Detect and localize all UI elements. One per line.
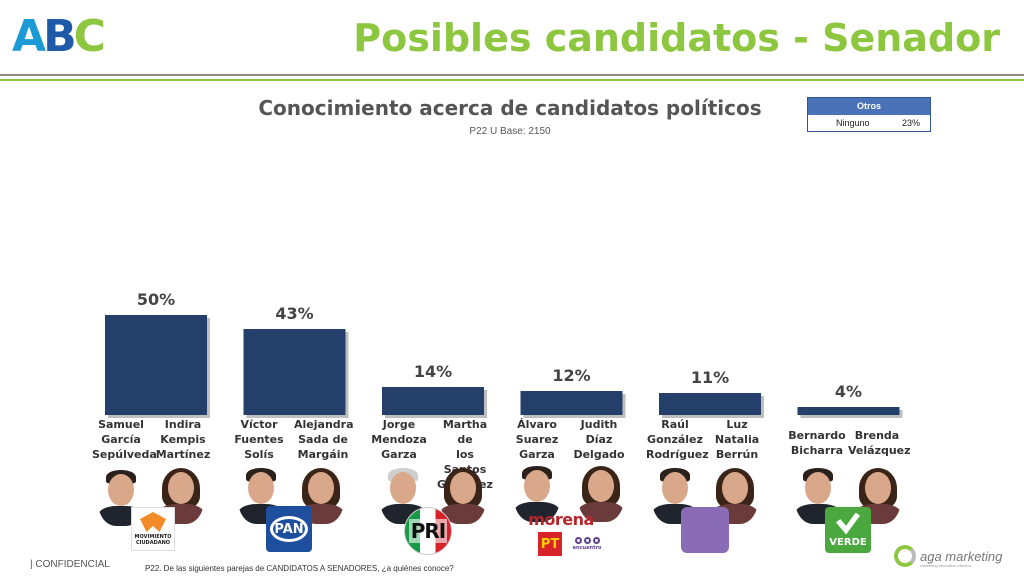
candidate-name-alejandra: Alejandra Sada de Margáin bbox=[294, 418, 354, 461]
bar-value-label: 11% bbox=[691, 368, 729, 387]
candidate-name-judith: Judith Díaz Delgado bbox=[573, 418, 625, 461]
chart-subtitle: P22 U Base: 2150 bbox=[469, 126, 551, 137]
header-divider-accent bbox=[0, 79, 1024, 81]
aga-marketing-logo: aga marketing marketing ahorrativo efect… bbox=[894, 545, 1002, 568]
swirl-icon bbox=[894, 545, 916, 567]
chart-title: Conocimiento acerca de candidatos políti… bbox=[258, 96, 762, 120]
candidate-photo-victor bbox=[238, 466, 284, 524]
bar bbox=[243, 329, 346, 415]
abc-logo: ABC bbox=[12, 11, 106, 62]
bar bbox=[520, 391, 623, 415]
pair-names-2: Víctor Fuentes Solís Alejandra Sada de Margá… bbox=[230, 417, 354, 462]
slide-title: Posibles candidatos - Senador bbox=[353, 16, 1000, 60]
pair-names-6: Bernardo Bicharra Brenda Velázquez bbox=[788, 428, 911, 458]
candidate-name-raul: Raúl González Rodríguez bbox=[646, 418, 709, 461]
header-divider bbox=[0, 74, 1024, 76]
pair-names-5: Raúl González Rodríguez Luz Natalia Berrún bbox=[646, 417, 766, 462]
otros-row-label: Ninguno bbox=[836, 118, 870, 128]
pair-names-1: Samuel García Sepúlveda Indira Kempis Martín… bbox=[92, 417, 212, 462]
bar-value-label: 14% bbox=[414, 362, 452, 381]
candidate-photo-martha bbox=[440, 466, 486, 524]
movimiento-ciudadano-logo: MOVIMIENTO CIUDADANO bbox=[131, 507, 175, 551]
candidate-name-samuel: Samuel García Sepúlveda bbox=[92, 418, 157, 461]
pair-names-4: Álvaro Suarez Garza Judith Díaz Delgado bbox=[508, 417, 628, 462]
candidate-name-bernardo: Bernardo Bicharra bbox=[788, 429, 846, 457]
otros-row-value: 23% bbox=[901, 118, 920, 128]
candidate-name-jorge: Jorge Mendoza Garza bbox=[371, 418, 427, 461]
encuentro-social-logo: encuentro bbox=[570, 532, 604, 556]
question-footnote: P22. De las siguientes parejas de CANDID… bbox=[145, 564, 454, 573]
bar bbox=[659, 393, 761, 415]
eagle-icon bbox=[140, 512, 166, 532]
bar-value-label: 4% bbox=[835, 382, 862, 401]
candidate-name-indira: Indira Kempis Martínez bbox=[155, 418, 211, 461]
bar bbox=[105, 315, 207, 415]
independent-placeholder-logo bbox=[681, 507, 729, 553]
pri-logo: PRI bbox=[404, 507, 452, 555]
bar-value-label: 50% bbox=[137, 290, 175, 309]
otros-table: Otros Ninguno 23% bbox=[807, 97, 931, 132]
checkmark-icon bbox=[836, 512, 860, 535]
bar-value-label: 12% bbox=[552, 366, 590, 385]
candidate-name-victor: Víctor Fuentes Solís bbox=[234, 418, 284, 461]
bar bbox=[382, 387, 484, 415]
pt-logo: PT bbox=[538, 532, 562, 556]
candidate-name-brenda: Brenda Velázquez bbox=[848, 429, 911, 457]
candidate-photo-judith bbox=[578, 464, 624, 522]
otros-header: Otros bbox=[808, 98, 930, 115]
candidate-name-alvaro: Álvaro Suarez Garza bbox=[515, 418, 559, 461]
otros-row: Ninguno 23% bbox=[808, 115, 930, 131]
bar bbox=[797, 407, 900, 415]
pan-logo: PAN bbox=[266, 506, 312, 552]
candidate-photo-alvaro bbox=[514, 464, 560, 522]
morena-logo: morena bbox=[528, 509, 594, 529]
candidate-name-luz: Luz Natalia Berrún bbox=[714, 418, 760, 461]
verde-logo: VERDE bbox=[825, 507, 871, 553]
bar-value-label: 43% bbox=[275, 304, 313, 323]
confidential-label: | CONFIDENCIAL bbox=[30, 559, 110, 570]
